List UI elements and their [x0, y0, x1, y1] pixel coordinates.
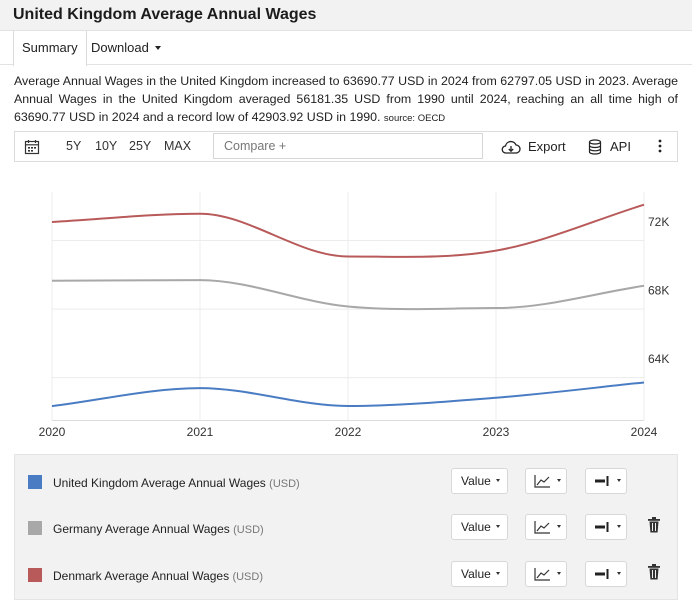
axis-dropdown[interactable]	[585, 468, 627, 494]
title-bar: United Kingdom Average Annual Wages	[0, 0, 692, 31]
chart-type-dropdown[interactable]	[525, 561, 567, 587]
tab-summary-label: Summary	[22, 40, 78, 55]
axis-dropdown[interactable]	[585, 561, 627, 587]
x-tick-label: 2023	[483, 425, 510, 439]
series-name: Denmark Average Annual Wages	[53, 569, 230, 583]
trash-icon[interactable]	[648, 517, 660, 533]
tab-summary[interactable]: Summary	[13, 31, 87, 66]
series-line	[51, 279, 645, 311]
line-chart-icon	[534, 475, 550, 488]
value-dropdown-label: Value	[461, 520, 491, 534]
x-tick-label: 2020	[39, 425, 66, 439]
chart-type-dropdown[interactable]	[525, 468, 567, 494]
series-unit: (USD)	[233, 524, 264, 536]
axis-right-icon	[595, 569, 609, 579]
y-tick-label: 72K	[648, 215, 669, 229]
value-dropdown-label: Value	[461, 567, 491, 581]
line-chart-icon	[534, 521, 550, 534]
range-25y[interactable]: 25Y	[129, 139, 152, 153]
tab-bar: Summary Download	[0, 31, 692, 66]
range-10y[interactable]: 10Y	[95, 139, 118, 153]
range-max[interactable]: MAX	[164, 139, 192, 153]
chart-toolbar: 5Y 10Y 25Y MAX Compare + Export API	[14, 131, 678, 162]
legend-label: United Kingdom Average Annual Wages (USD…	[53, 476, 300, 490]
series-name: Germany Average Annual Wages	[53, 522, 230, 536]
series-color-swatch[interactable]	[28, 568, 42, 582]
legend-row-denmark: Denmark Average Annual Wages (USD) Value	[15, 552, 677, 592]
chart-type-dropdown[interactable]	[525, 514, 567, 540]
value-dropdown[interactable]: Value	[451, 514, 508, 540]
chevron-down-icon	[617, 572, 621, 575]
api-button[interactable]: API	[610, 139, 631, 154]
export-button[interactable]: Export	[528, 139, 566, 154]
legend-row-germany: Germany Average Annual Wages (USD) Value	[15, 505, 677, 545]
series-color-swatch[interactable]	[28, 521, 42, 535]
axis-dropdown[interactable]	[585, 514, 627, 540]
series-line	[51, 203, 645, 258]
series-color-swatch[interactable]	[28, 475, 42, 489]
calendar-icon[interactable]	[24, 139, 40, 155]
description-text: Average Annual Wages in the United Kingd…	[14, 74, 678, 124]
axis-right-icon	[595, 476, 609, 486]
value-dropdown-label: Value	[461, 474, 491, 488]
value-dropdown[interactable]: Value	[451, 468, 508, 494]
x-tick-label: 2024	[631, 425, 658, 439]
chevron-down-icon	[496, 572, 500, 575]
chevron-down-icon	[496, 479, 500, 482]
series-unit: (USD)	[269, 478, 300, 490]
more-vertical-icon[interactable]	[658, 139, 662, 153]
y-tick-label: 64K	[648, 352, 669, 366]
x-tick-label: 2022	[335, 425, 362, 439]
compare-input[interactable]: Compare +	[213, 133, 483, 159]
chevron-down-icon	[496, 525, 500, 528]
chevron-down-icon	[557, 572, 561, 575]
value-dropdown[interactable]: Value	[451, 561, 508, 587]
chart-svg: 64K 68K 72K 2020 2021 2022 2023 2024	[39, 192, 669, 439]
series-line	[51, 381, 645, 408]
source-note: source: OECD	[383, 113, 446, 124]
chevron-down-icon	[617, 525, 621, 528]
series-legend: United Kingdom Average Annual Wages (USD…	[14, 454, 678, 600]
y-tick-label: 68K	[648, 284, 669, 298]
chevron-down-icon	[617, 479, 621, 482]
line-chart: 64K 68K 72K 2020 2021 2022 2023 2024	[14, 166, 678, 450]
chevron-down-icon	[557, 479, 561, 482]
legend-label: Denmark Average Annual Wages (USD)	[53, 569, 263, 583]
series-name: United Kingdom Average Annual Wages	[53, 476, 266, 490]
range-5y[interactable]: 5Y	[66, 139, 82, 153]
page-title: United Kingdom Average Annual Wages	[13, 6, 317, 23]
description: Average Annual Wages in the United Kingd…	[14, 72, 678, 128]
tab-download[interactable]: Download	[83, 31, 169, 65]
chevron-down-icon	[557, 525, 561, 528]
cloud-download-icon[interactable]	[501, 140, 521, 155]
chevron-down-icon	[154, 45, 161, 50]
x-tick-label: 2021	[187, 425, 214, 439]
series-unit: (USD)	[232, 571, 264, 583]
trash-icon[interactable]	[648, 564, 660, 580]
tab-download-label: Download	[91, 40, 149, 55]
database-icon[interactable]	[588, 139, 602, 155]
legend-row-united-kingdom: United Kingdom Average Annual Wages (USD…	[15, 459, 677, 499]
legend-label: Germany Average Annual Wages (USD)	[53, 522, 264, 536]
axis-right-icon	[595, 522, 609, 532]
line-chart-icon	[534, 568, 550, 581]
